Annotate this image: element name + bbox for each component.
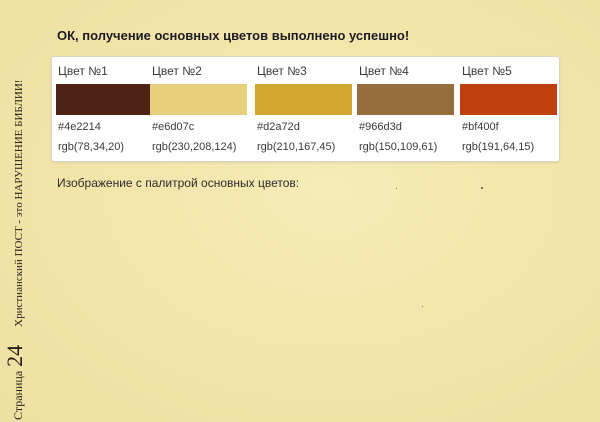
paper-speck (396, 188, 397, 189)
palette-image-caption: Изображение с палитрой основных цветов: (57, 176, 300, 190)
swatch-column-4: Цвет №4 #966d3d rgb(150,109,61) (357, 57, 455, 161)
side-margin-text: Страница 24 Христианский ПОСТ - это НАРУ… (2, 40, 38, 420)
page-label: Страница (11, 370, 25, 420)
swatch-hex: #bf400f (462, 121, 499, 133)
swatch-color-block (255, 84, 352, 115)
swatch-hex: #d2a72d (257, 121, 300, 133)
swatch-name: Цвет №5 (462, 64, 512, 78)
side-title: Христианский ПОСТ - это НАРУШЕНИЕ БИБЛИИ… (13, 79, 25, 327)
page-number: 24 (2, 344, 27, 367)
swatch-column-1: Цвет №1 #4e2214 rgb(78,34,20) (56, 57, 154, 161)
swatch-color-block (357, 84, 454, 115)
swatch-rgb: rgb(150,109,61) (359, 141, 438, 153)
color-palette-panel: Цвет №1 #4e2214 rgb(78,34,20) Цвет №2 #e… (51, 56, 560, 162)
swatch-column-3: Цвет №3 #d2a72d rgb(210,167,45) (255, 57, 353, 161)
swatch-rgb: rgb(191,64,15) (462, 141, 535, 153)
swatch-hex: #4e2214 (58, 121, 101, 133)
swatch-color-block (56, 84, 153, 115)
swatch-color-block (150, 84, 247, 115)
swatch-name: Цвет №3 (257, 64, 307, 78)
swatch-name: Цвет №1 (58, 64, 108, 78)
swatch-column-5: Цвет №5 #bf400f rgb(191,64,15) (460, 57, 558, 161)
swatch-rgb: rgb(78,34,20) (58, 141, 125, 153)
status-message: ОК, получение основных цветов выполнено … (57, 28, 410, 43)
swatch-hex: #966d3d (359, 121, 402, 133)
swatch-name: Цвет №2 (152, 64, 202, 78)
swatch-rgb: rgb(210,167,45) (257, 141, 336, 153)
swatch-name: Цвет №4 (359, 64, 409, 78)
swatch-hex: #e6d07c (152, 121, 195, 133)
paper-speck (422, 306, 423, 307)
swatch-rgb: rgb(230,208,124) (152, 141, 237, 153)
swatch-color-block (460, 84, 557, 115)
swatch-column-2: Цвет №2 #e6d07c rgb(230,208,124) (150, 57, 248, 161)
paper-speck (481, 187, 483, 189)
